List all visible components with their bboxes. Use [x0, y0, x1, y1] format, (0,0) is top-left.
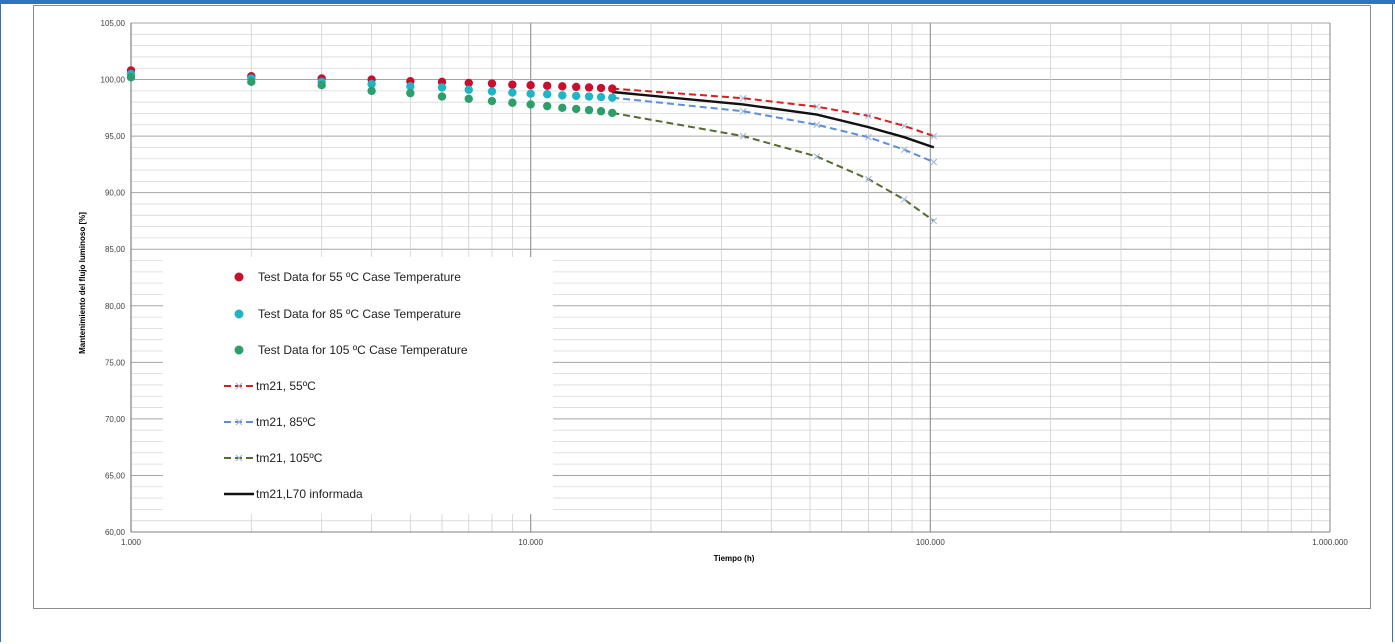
series-marker	[739, 107, 747, 115]
legend: Test Data for 55 ºC Case Temperature Test…	[163, 257, 553, 514]
data-point	[543, 81, 552, 90]
y-tick-label: 75,00	[105, 358, 126, 367]
y-tick-label: 100,00	[101, 76, 126, 85]
x-tick-label: 10.000	[518, 538, 543, 547]
y-tick-label: 60,00	[105, 528, 126, 537]
data-point	[558, 103, 567, 113]
data-point	[367, 79, 376, 89]
series-marker	[900, 146, 908, 154]
x-tick-label: 1.000.000	[1312, 538, 1348, 547]
y-tick-label: 85,00	[105, 245, 126, 254]
data-point	[487, 87, 497, 96]
series-marker	[930, 217, 938, 225]
data-point	[367, 86, 376, 96]
data-point	[558, 82, 567, 91]
data-point	[596, 107, 606, 116]
series-marker	[813, 103, 821, 111]
legend-label: tm21, 105ºC	[256, 451, 323, 465]
data-point	[437, 92, 447, 101]
series-line-6	[612, 90, 935, 149]
chart-area: 60,00 65,00 70,00 75,00 80,00 85,00 90,00 95,00…	[33, 5, 1371, 609]
x-tick-label: 100.000	[916, 538, 945, 547]
data-point	[487, 96, 497, 106]
legend-marker	[234, 345, 244, 355]
legend-label: tm21,L70 informada	[256, 487, 363, 501]
legend-marker	[234, 309, 244, 319]
data-point	[596, 92, 606, 102]
legend-label: Test Data for 55 ºC Case Temperature	[258, 270, 461, 284]
data-point	[543, 90, 552, 99]
data-point	[406, 82, 415, 91]
series-layer	[126, 66, 938, 225]
legend-marker	[235, 418, 243, 426]
y-axis-title: Mantenimiento del flujo luminoso [%]	[78, 212, 87, 354]
y-tick-label: 80,00	[105, 302, 126, 311]
series-marker	[813, 153, 821, 160]
legend-label: tm21, 55ºC	[256, 379, 316, 393]
data-point	[464, 78, 473, 88]
data-point	[406, 88, 415, 98]
data-point	[526, 89, 535, 98]
data-point	[572, 82, 581, 92]
data-point	[608, 84, 617, 93]
data-point	[247, 77, 256, 87]
x-tick-label: 1.000	[121, 538, 142, 547]
series-marker	[900, 122, 908, 130]
data-point	[584, 92, 594, 101]
data-point	[464, 94, 473, 103]
y-tick-label: 95,00	[105, 132, 126, 141]
series-line-5	[612, 111, 935, 222]
series-marker	[813, 121, 821, 129]
data-point	[558, 91, 567, 100]
legend-marker	[234, 272, 244, 282]
legend-label: Test Data for 85 ºC Case Temperature	[258, 307, 461, 321]
series-line-4	[612, 96, 935, 164]
data-point	[317, 81, 326, 90]
legend-marker	[235, 454, 243, 462]
x-axis-title: Tiempo (h)	[714, 554, 755, 563]
legend-box	[163, 257, 553, 514]
legend-label: Test Data for 105 ºC Case Temperature	[258, 343, 468, 357]
series-line-3	[612, 87, 935, 138]
y-tick-label: 90,00	[105, 189, 126, 198]
data-point	[572, 104, 581, 114]
y-tick-label: 65,00	[105, 471, 126, 480]
legend-marker	[235, 382, 243, 390]
y-tick-label: 105,00	[101, 19, 126, 28]
data-point	[508, 88, 517, 97]
series-marker	[865, 133, 872, 141]
series-marker	[865, 112, 872, 120]
data-point	[543, 101, 552, 111]
data-point	[572, 91, 581, 101]
data-point	[437, 83, 447, 92]
legend-label: tm21, 85ºC	[256, 415, 316, 429]
series-marker	[865, 175, 872, 183]
series-marker	[900, 196, 908, 203]
data-point	[608, 108, 617, 118]
data-point	[126, 73, 136, 82]
data-point	[608, 93, 617, 102]
data-point	[584, 105, 594, 115]
series-marker	[739, 94, 747, 102]
data-point	[464, 85, 473, 94]
data-point	[487, 79, 497, 88]
chart-svg: 60,00 65,00 70,00 75,00 80,00 85,00 90,00 95,00…	[78, 19, 1349, 563]
data-point	[596, 83, 606, 93]
series-marker	[739, 132, 747, 140]
series-marker	[930, 132, 938, 140]
data-point	[584, 83, 594, 92]
y-tick-label: 70,00	[105, 415, 126, 424]
data-point	[508, 80, 517, 89]
axes: 60,00 65,00 70,00 75,00 80,00 85,00 90,00 95,00…	[101, 19, 1349, 547]
window-top-border	[0, 0, 1395, 4]
data-point	[526, 81, 535, 90]
data-point	[526, 100, 535, 109]
data-point	[508, 98, 517, 107]
series-marker	[930, 158, 938, 166]
